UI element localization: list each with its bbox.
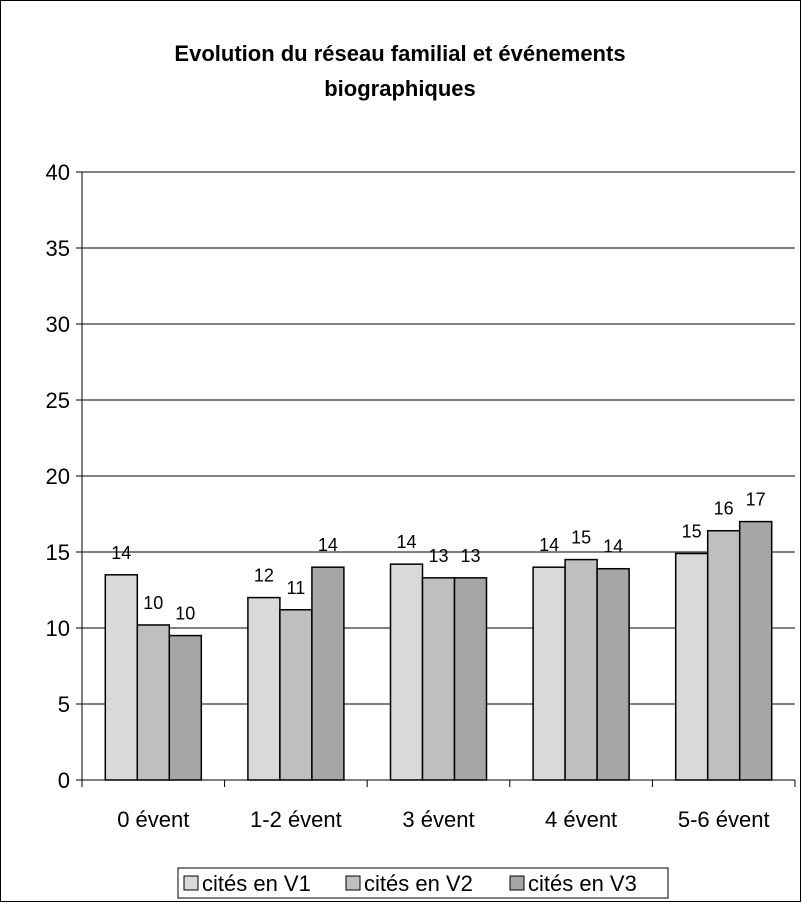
bar [136,624,171,781]
bar [596,567,630,781]
data-label: 14 [318,535,338,555]
bar [421,577,456,781]
y-tick-label: 35 [46,236,70,261]
chart-title-line-2: biographiques [324,76,476,101]
y-tick-label: 15 [46,540,70,565]
bar [104,574,139,781]
bar [706,529,741,781]
data-label: 14 [396,532,416,552]
bar [674,552,709,781]
data-label: 14 [111,543,131,563]
data-label: 14 [539,535,559,555]
data-label: 10 [143,593,163,613]
y-tick-label: 20 [46,464,70,489]
data-label: 10 [175,604,195,624]
chart-title-line-1: Evolution du réseau familial et événemen… [174,41,625,66]
y-tick-label: 40 [46,160,70,185]
y-tick-label: 30 [46,312,70,337]
y-tick-label: 0 [58,768,70,793]
bar [311,566,345,781]
bar [738,520,773,781]
data-label: 17 [746,490,766,510]
x-tick-label: 3 évent [402,807,474,832]
x-tick-label: 4 évent [545,807,617,832]
bar [453,577,488,781]
data-label: 13 [428,546,448,566]
bar [532,566,566,781]
legend-swatch [509,875,525,891]
legend-label: cités en V1 [202,871,311,896]
y-tick-label: 10 [46,616,70,641]
bar [168,634,203,781]
legend-label: cités en V2 [364,871,473,896]
legend-swatch [345,875,361,891]
y-tick-label: 5 [58,692,70,717]
data-label: 13 [460,546,480,566]
x-tick-label: 5-6 évent [678,807,770,832]
bar [247,596,281,781]
legend-label: cités en V3 [528,871,637,896]
x-tick-label: 1-2 évent [250,807,342,832]
bar [279,609,313,781]
bar [389,563,424,781]
bar [564,558,598,781]
data-label: 14 [603,537,623,557]
data-label: 16 [714,499,734,519]
data-label: 12 [254,566,274,586]
legend-box [177,867,669,899]
x-tick-label: 0 évent [117,807,189,832]
y-tick-label: 25 [46,388,70,413]
data-label: 15 [682,522,702,542]
legend-swatch [183,875,199,891]
data-label: 11 [287,578,306,598]
data-label: 15 [571,528,591,548]
